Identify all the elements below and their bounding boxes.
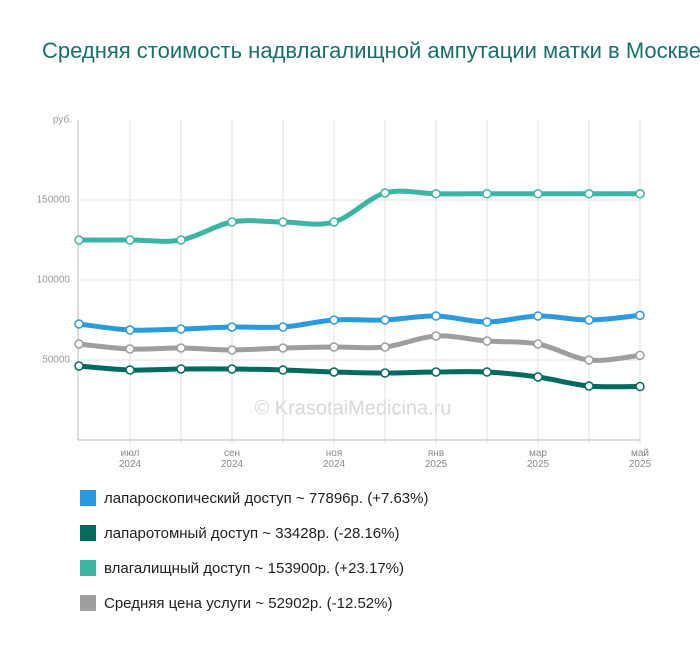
point xyxy=(329,342,339,352)
legend-swatch xyxy=(80,525,96,541)
point xyxy=(278,217,288,227)
series-line xyxy=(78,333,641,363)
point xyxy=(635,189,645,199)
point xyxy=(482,317,492,327)
point xyxy=(380,315,390,325)
legend-label: влагалищный доступ ~ 153900р. (+23.17%) xyxy=(104,560,404,577)
point xyxy=(125,325,135,335)
legend-label: лапароскопический доступ ~ 77896р. (+7.6… xyxy=(104,490,429,507)
point xyxy=(125,344,135,354)
chart-title: Средняя стоимость надвлагалищной ампутац… xyxy=(42,38,700,63)
x-tick-label: сен 2024 xyxy=(220,448,244,470)
point xyxy=(635,310,645,321)
point xyxy=(227,364,237,374)
point xyxy=(380,368,390,378)
point xyxy=(74,339,84,349)
point xyxy=(125,235,135,245)
series-line xyxy=(78,312,641,333)
x-tick-label: ноя 2024 xyxy=(322,448,346,470)
point xyxy=(278,343,288,353)
point xyxy=(176,324,186,334)
x-tick-label: июл 2024 xyxy=(118,448,142,470)
point xyxy=(431,311,441,321)
point xyxy=(227,345,237,355)
y-tick-label: 100000 xyxy=(37,275,71,286)
x-tick-label: мар 2025 xyxy=(526,448,550,470)
point xyxy=(482,367,492,377)
point xyxy=(329,217,339,227)
point xyxy=(584,189,594,199)
y-tick-label: 150000 xyxy=(37,195,71,206)
legend-swatch xyxy=(80,560,96,576)
point xyxy=(227,322,237,332)
point xyxy=(176,364,186,374)
point xyxy=(533,189,543,199)
point xyxy=(584,355,594,365)
point xyxy=(74,235,84,245)
point xyxy=(329,315,339,325)
series-line xyxy=(79,188,640,244)
legend-label: лапаротомный доступ ~ 33428р. (-28.16%) xyxy=(104,525,399,542)
legend-swatch xyxy=(80,490,96,506)
point xyxy=(635,381,645,392)
point xyxy=(635,350,645,361)
point xyxy=(176,343,186,353)
series-line xyxy=(78,363,641,390)
point xyxy=(278,322,288,332)
point xyxy=(74,361,84,371)
point xyxy=(74,319,84,329)
point xyxy=(584,381,594,391)
point xyxy=(431,367,441,377)
point xyxy=(125,365,135,375)
x-tick-label: янв 2025 xyxy=(424,448,448,470)
point xyxy=(278,365,288,375)
point xyxy=(533,372,543,382)
point xyxy=(533,339,543,349)
watermark: © KrasotaiMedicina.ru xyxy=(254,397,451,419)
point xyxy=(329,367,339,377)
point xyxy=(482,336,492,346)
point xyxy=(431,331,441,341)
point xyxy=(380,188,390,198)
point xyxy=(176,235,186,245)
point xyxy=(533,311,543,321)
point xyxy=(227,217,237,227)
x-tick-label: май 2025 xyxy=(628,448,652,470)
y-unit: руб. xyxy=(53,114,72,126)
y-tick-label: 50000 xyxy=(42,355,70,366)
point xyxy=(380,342,390,352)
point xyxy=(584,315,594,325)
legend-label: Средняя цена услуги ~ 52902р. (-12.52%) xyxy=(104,595,392,612)
point xyxy=(431,189,441,199)
point xyxy=(482,189,492,199)
legend-swatch xyxy=(80,595,96,611)
